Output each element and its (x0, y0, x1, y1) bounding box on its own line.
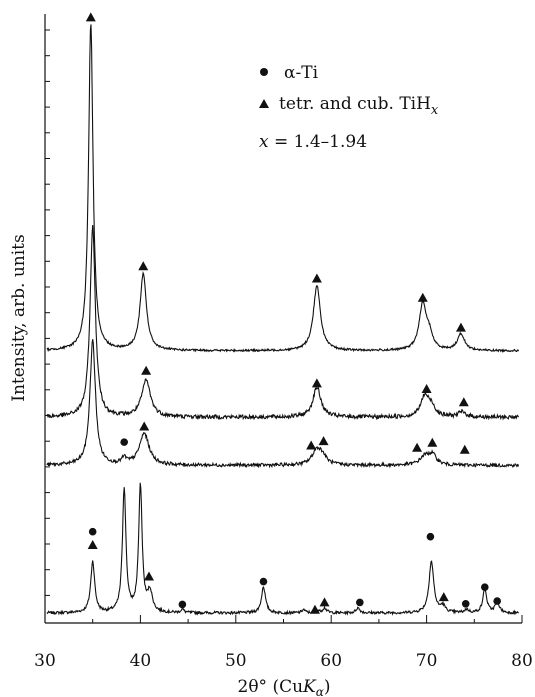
alpha-ti-marker (493, 597, 501, 605)
legend-item-tih: tetr. and cub. TiHx (279, 94, 439, 118)
legend-circle-marker (260, 68, 268, 76)
axes: 30 40 50 60 70 80 (34, 14, 533, 671)
tih-marker (143, 571, 154, 581)
tih-marker (311, 378, 322, 388)
tih-marker (459, 444, 470, 454)
alpha-ti-marker (461, 599, 470, 608)
series-line-1 (46, 482, 520, 616)
tih-marker (311, 273, 322, 283)
x-tick-label: 30 (34, 651, 56, 671)
tih-marker (309, 604, 320, 614)
legend-item-alpha-ti: α-Ti (284, 63, 319, 83)
tih-marker (138, 261, 149, 271)
x-tick-label: 50 (225, 651, 247, 671)
marker-group (85, 12, 501, 614)
alpha-ti-marker (178, 600, 187, 609)
tih-marker (306, 440, 317, 450)
y-axis-label: Intensity, arb. units (9, 234, 29, 402)
tih-marker (318, 436, 329, 446)
tih-marker (85, 12, 96, 22)
legend: α-Ti tetr. and cub. TiHx x = 1.4–1.94 (259, 63, 439, 152)
alpha-ti-marker (259, 577, 268, 586)
legend-sub-x: x (431, 103, 439, 118)
x-tick-label: 60 (320, 651, 342, 671)
legend-triangle-marker (259, 99, 269, 108)
x-tick-label: 40 (130, 651, 152, 671)
tih-marker (87, 540, 98, 550)
alpha-ti-marker (356, 598, 364, 607)
tih-marker (319, 597, 330, 607)
tih-marker (438, 592, 449, 602)
legend-item-x-range: x = 1.4–1.94 (259, 132, 367, 152)
series-line-2 (46, 339, 520, 469)
tih-marker (139, 421, 150, 431)
x-tick-label: 80 (511, 651, 533, 671)
tih-marker (412, 442, 423, 452)
tih-marker (141, 365, 152, 375)
series-line-4 (46, 24, 520, 354)
alpha-ti-marker (120, 438, 128, 446)
tih-marker (458, 397, 469, 407)
tih-marker (421, 384, 432, 394)
alpha-ti-marker (88, 527, 97, 536)
x-tick-label: 70 (416, 651, 438, 671)
tih-marker (427, 437, 438, 447)
series-line-3 (46, 225, 520, 421)
alpha-ti-marker (426, 532, 435, 541)
x-axis-label: 2θ° (CuKα) (238, 677, 331, 697)
tih-marker (417, 292, 428, 302)
series-group (46, 24, 520, 616)
tih-marker (455, 322, 466, 332)
alpha-ti-marker (480, 583, 489, 591)
